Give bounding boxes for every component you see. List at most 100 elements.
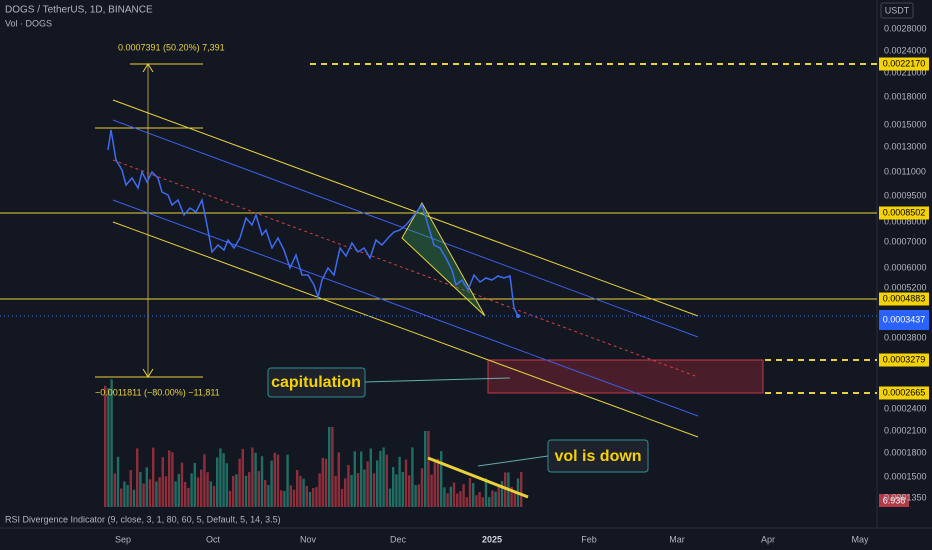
volume-bar bbox=[187, 487, 190, 507]
volume-bar bbox=[478, 491, 481, 507]
volume-bar bbox=[219, 448, 222, 507]
indicator-label: RSI Divergence Indicator (9, close, 3, 1… bbox=[5, 514, 281, 524]
volume-bar bbox=[436, 458, 440, 507]
volume-bar bbox=[488, 497, 491, 507]
volume-bar bbox=[209, 481, 212, 507]
volume-bar bbox=[340, 488, 344, 507]
volume-bar bbox=[424, 431, 427, 507]
price-tick-label: 0.0013000 bbox=[884, 141, 927, 151]
volume-bar bbox=[510, 486, 513, 507]
price-tick-label: 0.0002100 bbox=[884, 425, 927, 435]
callout-pointer bbox=[364, 377, 511, 383]
volume-bar bbox=[363, 469, 366, 507]
volume-bar bbox=[276, 454, 280, 507]
volume-box bbox=[879, 494, 909, 507]
currency[interactable]: USDT bbox=[885, 5, 910, 15]
volume-bar bbox=[145, 467, 148, 507]
measure-arrows bbox=[142, 63, 154, 378]
price-tick-label: 0.0011000 bbox=[884, 166, 926, 176]
volume-bar bbox=[427, 431, 430, 507]
level-label: 0.0022170 bbox=[883, 58, 926, 68]
time-tick-label: 2025 bbox=[482, 534, 502, 544]
volume-bar bbox=[235, 474, 238, 507]
volume-bar bbox=[334, 475, 337, 507]
last-price-dot bbox=[516, 314, 520, 318]
volume-bar bbox=[376, 460, 379, 507]
volume-bar bbox=[420, 468, 424, 507]
volume-bar bbox=[142, 483, 145, 507]
volume-bar bbox=[107, 388, 110, 507]
volume-bar bbox=[385, 454, 388, 507]
volume-bar bbox=[337, 452, 340, 507]
volume-bar bbox=[459, 491, 462, 507]
callout-pointer bbox=[477, 455, 549, 467]
price-tick-label: 0.0006000 bbox=[884, 262, 927, 272]
volume-bar bbox=[113, 473, 116, 507]
volume-bar bbox=[225, 463, 228, 507]
level-box bbox=[879, 206, 929, 220]
level-label: 0.0003279 bbox=[883, 354, 926, 364]
volume-bar bbox=[382, 447, 385, 507]
volume-bar bbox=[360, 451, 363, 507]
volume-bar bbox=[222, 453, 225, 507]
volume-bar bbox=[132, 489, 136, 507]
volume-bar bbox=[321, 457, 324, 507]
volume-trend bbox=[427, 456, 529, 499]
volume-bar bbox=[388, 488, 392, 507]
measure-label: −0.0011811 (−80.00%) −11,811 bbox=[95, 387, 220, 397]
pattern-triangle bbox=[401, 201, 486, 317]
volume-bar bbox=[120, 488, 123, 507]
time-tick-label: Mar bbox=[669, 534, 685, 544]
volume-bar bbox=[513, 492, 516, 507]
time-tick-label: May bbox=[851, 534, 869, 544]
volume-bar bbox=[254, 452, 257, 507]
volume-bars bbox=[104, 379, 523, 507]
volume-bar bbox=[481, 497, 484, 507]
volume-bar bbox=[443, 487, 446, 507]
volume-bar bbox=[331, 427, 334, 507]
volume-bar bbox=[404, 459, 408, 507]
volume-bar bbox=[116, 456, 120, 507]
volume-bar bbox=[168, 450, 171, 507]
volume-bar bbox=[206, 472, 209, 507]
volume-bar bbox=[203, 454, 206, 507]
volume-bar bbox=[299, 475, 302, 507]
volume-bar bbox=[164, 476, 168, 507]
target-zone bbox=[487, 359, 764, 394]
volume-bar bbox=[264, 480, 267, 507]
volume-bar bbox=[475, 495, 478, 507]
volume-bar bbox=[347, 464, 350, 507]
channel-line bbox=[112, 221, 699, 438]
volume-bar bbox=[305, 485, 308, 507]
price-tick-label: 0.0002400 bbox=[884, 403, 927, 413]
volume-bar bbox=[462, 484, 465, 507]
volume-bar bbox=[494, 491, 497, 507]
volume-bar bbox=[356, 473, 360, 507]
price-tick-label: 0.0024000 bbox=[884, 45, 927, 55]
volume-bar bbox=[484, 478, 488, 507]
channel-line bbox=[112, 199, 699, 417]
volume-bar bbox=[324, 458, 328, 507]
price-tick-label: 0.0007000 bbox=[884, 236, 927, 246]
volume-bar bbox=[267, 485, 270, 507]
volume-title: Vol · DOGS bbox=[5, 18, 52, 28]
volume-bar bbox=[497, 484, 500, 507]
price-tick-label: 0.0009500 bbox=[884, 190, 927, 200]
volume-bar bbox=[401, 472, 404, 507]
volume-bar bbox=[104, 385, 107, 507]
current-price-box bbox=[879, 310, 929, 330]
symbol-title: DOGS / TetherUS, 1D, BINANCE bbox=[5, 5, 153, 16]
volume-bar bbox=[273, 452, 276, 507]
volume-bar bbox=[184, 481, 187, 507]
volume-bar bbox=[232, 475, 235, 507]
volume-bar bbox=[344, 478, 347, 507]
volume-bar bbox=[398, 456, 401, 507]
volume-bar bbox=[136, 448, 139, 507]
level-box bbox=[879, 386, 929, 400]
time-tick-label: Oct bbox=[206, 534, 221, 544]
volume-bar bbox=[417, 484, 420, 507]
currency-button[interactable] bbox=[880, 2, 914, 19]
volume-bar bbox=[468, 477, 472, 507]
